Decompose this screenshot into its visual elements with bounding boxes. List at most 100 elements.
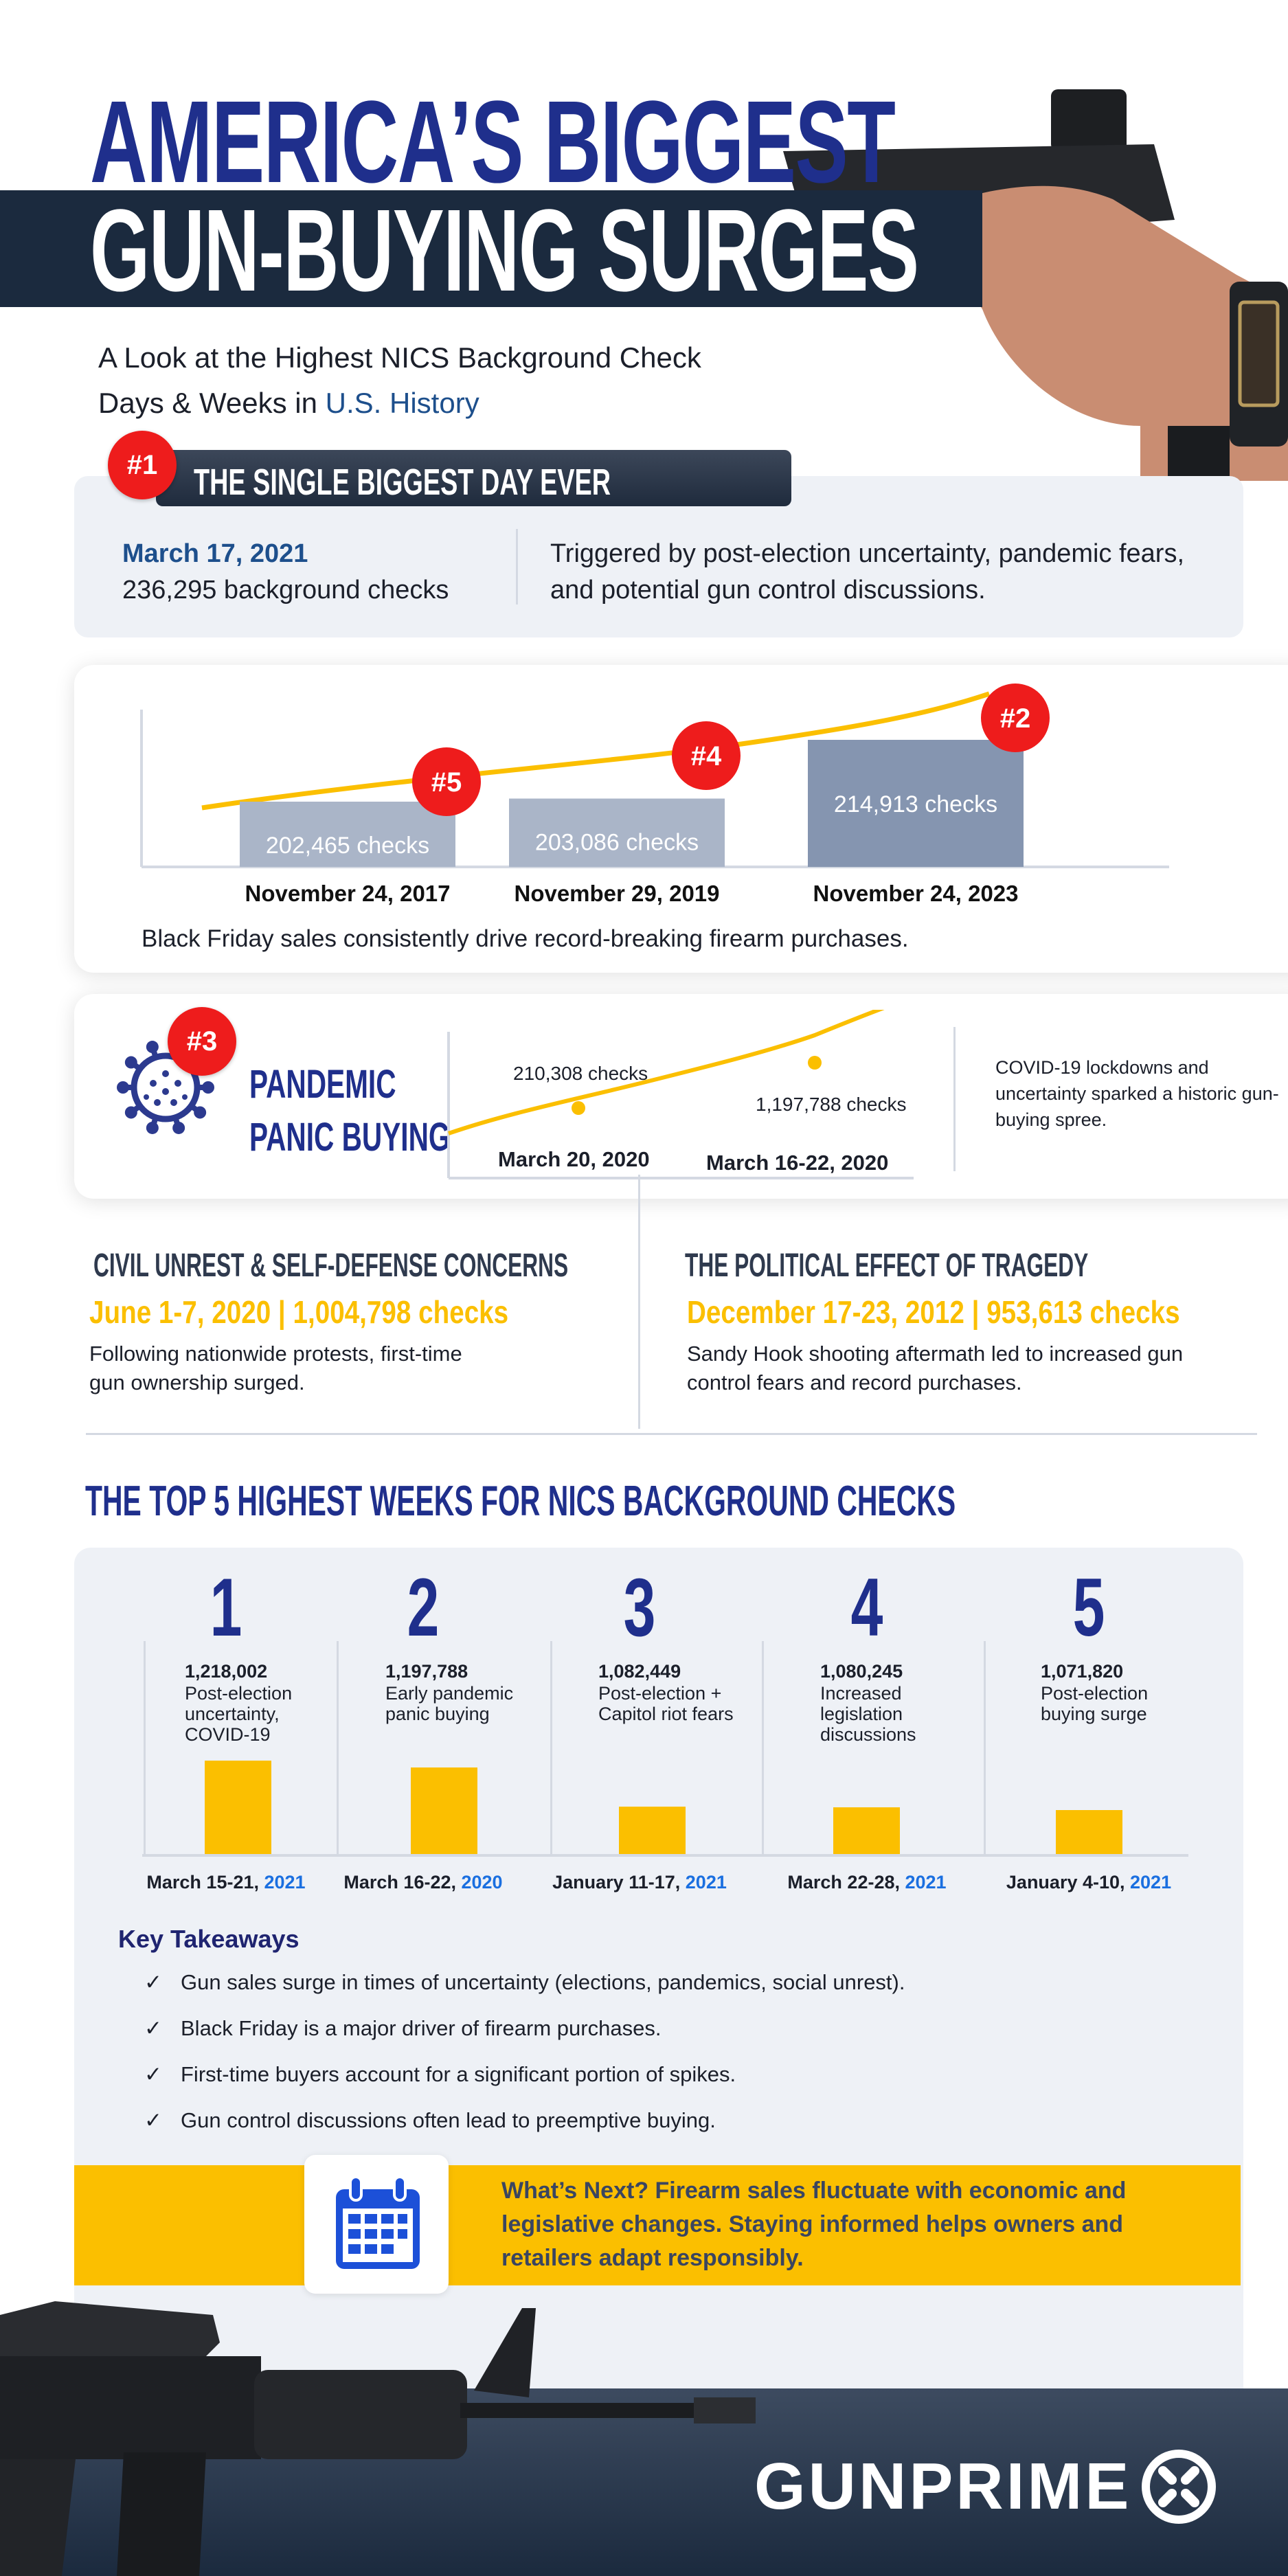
biggest-day-description: Triggered by post-election uncertainty, … bbox=[550, 539, 1185, 605]
divider bbox=[953, 1027, 956, 1171]
rank-number: 3 bbox=[623, 1561, 656, 1653]
footer-logo-text: GUNPRIME bbox=[754, 2450, 1132, 2523]
takeaway-item: ✓ First-time buyers account for a signifi… bbox=[144, 2062, 736, 2086]
rifle-image bbox=[0, 2301, 756, 2576]
tragedy-heading: THE POLITICAL EFFECT OF TRAGEDY bbox=[685, 1247, 1089, 1284]
title-band bbox=[0, 190, 982, 307]
rank-number: 1 bbox=[210, 1561, 242, 1653]
top5-x-axis bbox=[142, 1854, 1188, 1857]
bar-label: 203,086 checks bbox=[535, 830, 699, 856]
rank-badge bbox=[672, 721, 741, 790]
week-value: 1,071,820 bbox=[1041, 1661, 1124, 1682]
footer-logo: GUNPRIME bbox=[754, 2449, 1217, 2524]
check-icon: ✓ bbox=[144, 2062, 162, 2086]
civil-unrest-body: Following nationwide protests, first-tim… bbox=[89, 1342, 462, 1394]
pandemic-description: COVID-19 lockdowns and uncertainty spark… bbox=[995, 1057, 1279, 1130]
week-bar bbox=[411, 1767, 477, 1855]
column-divider bbox=[762, 1641, 764, 1855]
week-dates: January 4-10, 2021 bbox=[1006, 1872, 1172, 1893]
rank-number: 5 bbox=[1072, 1561, 1105, 1653]
rank-badge-3: #3 bbox=[168, 1007, 236, 1076]
pandemic-title-2: PANIC BUYING bbox=[249, 1115, 451, 1160]
virus-spike-stem bbox=[150, 1116, 159, 1129]
pandemic-card bbox=[74, 994, 1288, 1199]
calendar-icon bbox=[336, 2176, 420, 2269]
week-bar bbox=[1056, 1810, 1122, 1855]
takeaway-item: ✓ Black Friday is a major driver of firea… bbox=[144, 2016, 662, 2040]
week-year: 2021 bbox=[1130, 1872, 1172, 1893]
week-year: 2021 bbox=[685, 1872, 727, 1893]
biggest-day-date: March 17, 2021 bbox=[122, 539, 308, 568]
week-value: 1,082,449 bbox=[598, 1661, 681, 1682]
date-label-2: March 16-22, 2020 bbox=[706, 1151, 889, 1175]
week-reason: Post-election buying surge bbox=[1041, 1683, 1149, 1724]
civil-unrest-heading: CIVIL UNREST & SELF-DEFENSE CONCERNS bbox=[93, 1247, 569, 1284]
week-value: 1,080,245 bbox=[820, 1661, 903, 1682]
rank-badge-label: #5 bbox=[431, 767, 462, 798]
virus-spike-stem bbox=[189, 1103, 202, 1115]
bar bbox=[509, 798, 725, 867]
check-icon: ✓ bbox=[144, 2108, 162, 2132]
category-label: November 24, 2017 bbox=[245, 881, 450, 906]
week-dates: March 15-21, 2021 bbox=[146, 1872, 306, 1893]
bar bbox=[240, 802, 455, 867]
trend-line bbox=[448, 1010, 885, 1136]
point-label-1: 210,308 checks bbox=[513, 1063, 648, 1084]
pandemic-chart bbox=[447, 1010, 914, 1179]
week-reason: Increased legislation discussions bbox=[820, 1683, 916, 1745]
tragedy-body: Sandy Hook shooting aftermath led to inc… bbox=[687, 1342, 1184, 1394]
rank-badge-1: #1 bbox=[108, 431, 177, 499]
check-icon: ✓ bbox=[144, 2016, 162, 2040]
takeaway-item: ✓ Gun sales surge in times of uncertainty… bbox=[144, 1970, 905, 1994]
week-dates: January 11-17, 2021 bbox=[552, 1872, 727, 1893]
tragedy-stat: December 17-23, 2012 | 953,613 checks bbox=[687, 1294, 1180, 1330]
rank-badge-label: #4 bbox=[691, 741, 722, 771]
week-dates: March 16-22, 2020 bbox=[343, 1872, 503, 1893]
crosshair-logo-icon bbox=[1142, 2450, 1217, 2524]
subtitle: A Look at the Highest NICS Background Ch… bbox=[98, 341, 701, 419]
week-reason: Post-election uncertainty, COVID-19 bbox=[185, 1683, 293, 1745]
date-label-1: March 20, 2020 bbox=[498, 1147, 650, 1171]
column-divider bbox=[984, 1641, 986, 1855]
rank-badge bbox=[981, 683, 1050, 752]
virus-spike-stem bbox=[129, 1060, 142, 1072]
check-icon: ✓ bbox=[144, 1970, 162, 1994]
column-divider bbox=[144, 1641, 146, 1855]
pandemic-title-1: PANDEMIC bbox=[249, 1062, 396, 1107]
black-friday-caption: Black Friday sales consistently drive re… bbox=[142, 925, 909, 952]
calendar-card bbox=[304, 2155, 449, 2294]
week-bar bbox=[833, 1807, 900, 1855]
subtitle-highlight: U.S. History bbox=[325, 387, 479, 419]
week-value: 1,197,788 bbox=[385, 1661, 468, 1682]
whats-next-banner bbox=[74, 2165, 1241, 2285]
virus-spike-stem bbox=[172, 1116, 181, 1129]
week-dates: March 22-28, 2021 bbox=[787, 1872, 947, 1893]
rank-number: 4 bbox=[850, 1561, 883, 1653]
virus-spike-stem bbox=[150, 1046, 159, 1059]
week-year: 2021 bbox=[905, 1872, 947, 1893]
column-divider bbox=[638, 1175, 640, 1429]
top5-panel bbox=[74, 1548, 1243, 2441]
data-point-1 bbox=[572, 1101, 585, 1115]
top5-heading: THE TOP 5 HIGHEST WEEKS FOR NICS BACKGRO… bbox=[85, 1478, 956, 1525]
rank-number: 2 bbox=[407, 1561, 440, 1653]
week-year: 2021 bbox=[264, 1872, 306, 1893]
pistol-hand-image bbox=[776, 89, 1288, 481]
bar-label: 202,465 checks bbox=[266, 833, 429, 859]
divider bbox=[516, 529, 518, 605]
week-year: 2020 bbox=[461, 1872, 503, 1893]
week-reason: Early pandemic panic buying bbox=[385, 1683, 514, 1724]
point-label-2: 1,197,788 checks bbox=[756, 1094, 907, 1115]
biggest-day-checks: 236,295 background checks bbox=[122, 576, 449, 605]
column-divider bbox=[550, 1641, 552, 1855]
rank-badge bbox=[412, 747, 481, 816]
column-divider bbox=[337, 1641, 339, 1855]
data-point-2 bbox=[808, 1056, 822, 1070]
biggest-day-header: THE SINGLE BIGGEST DAY EVER bbox=[156, 450, 791, 506]
civil-unrest-stat: June 1-7, 2020 | 1,004,798 checks bbox=[89, 1294, 509, 1330]
week-value: 1,218,002 bbox=[185, 1661, 268, 1682]
week-reason: Post-election + Capitol riot fears bbox=[598, 1683, 734, 1724]
category-label: November 29, 2019 bbox=[514, 881, 719, 906]
bar-label: 214,913 checks bbox=[834, 791, 997, 817]
bar bbox=[808, 740, 1024, 867]
